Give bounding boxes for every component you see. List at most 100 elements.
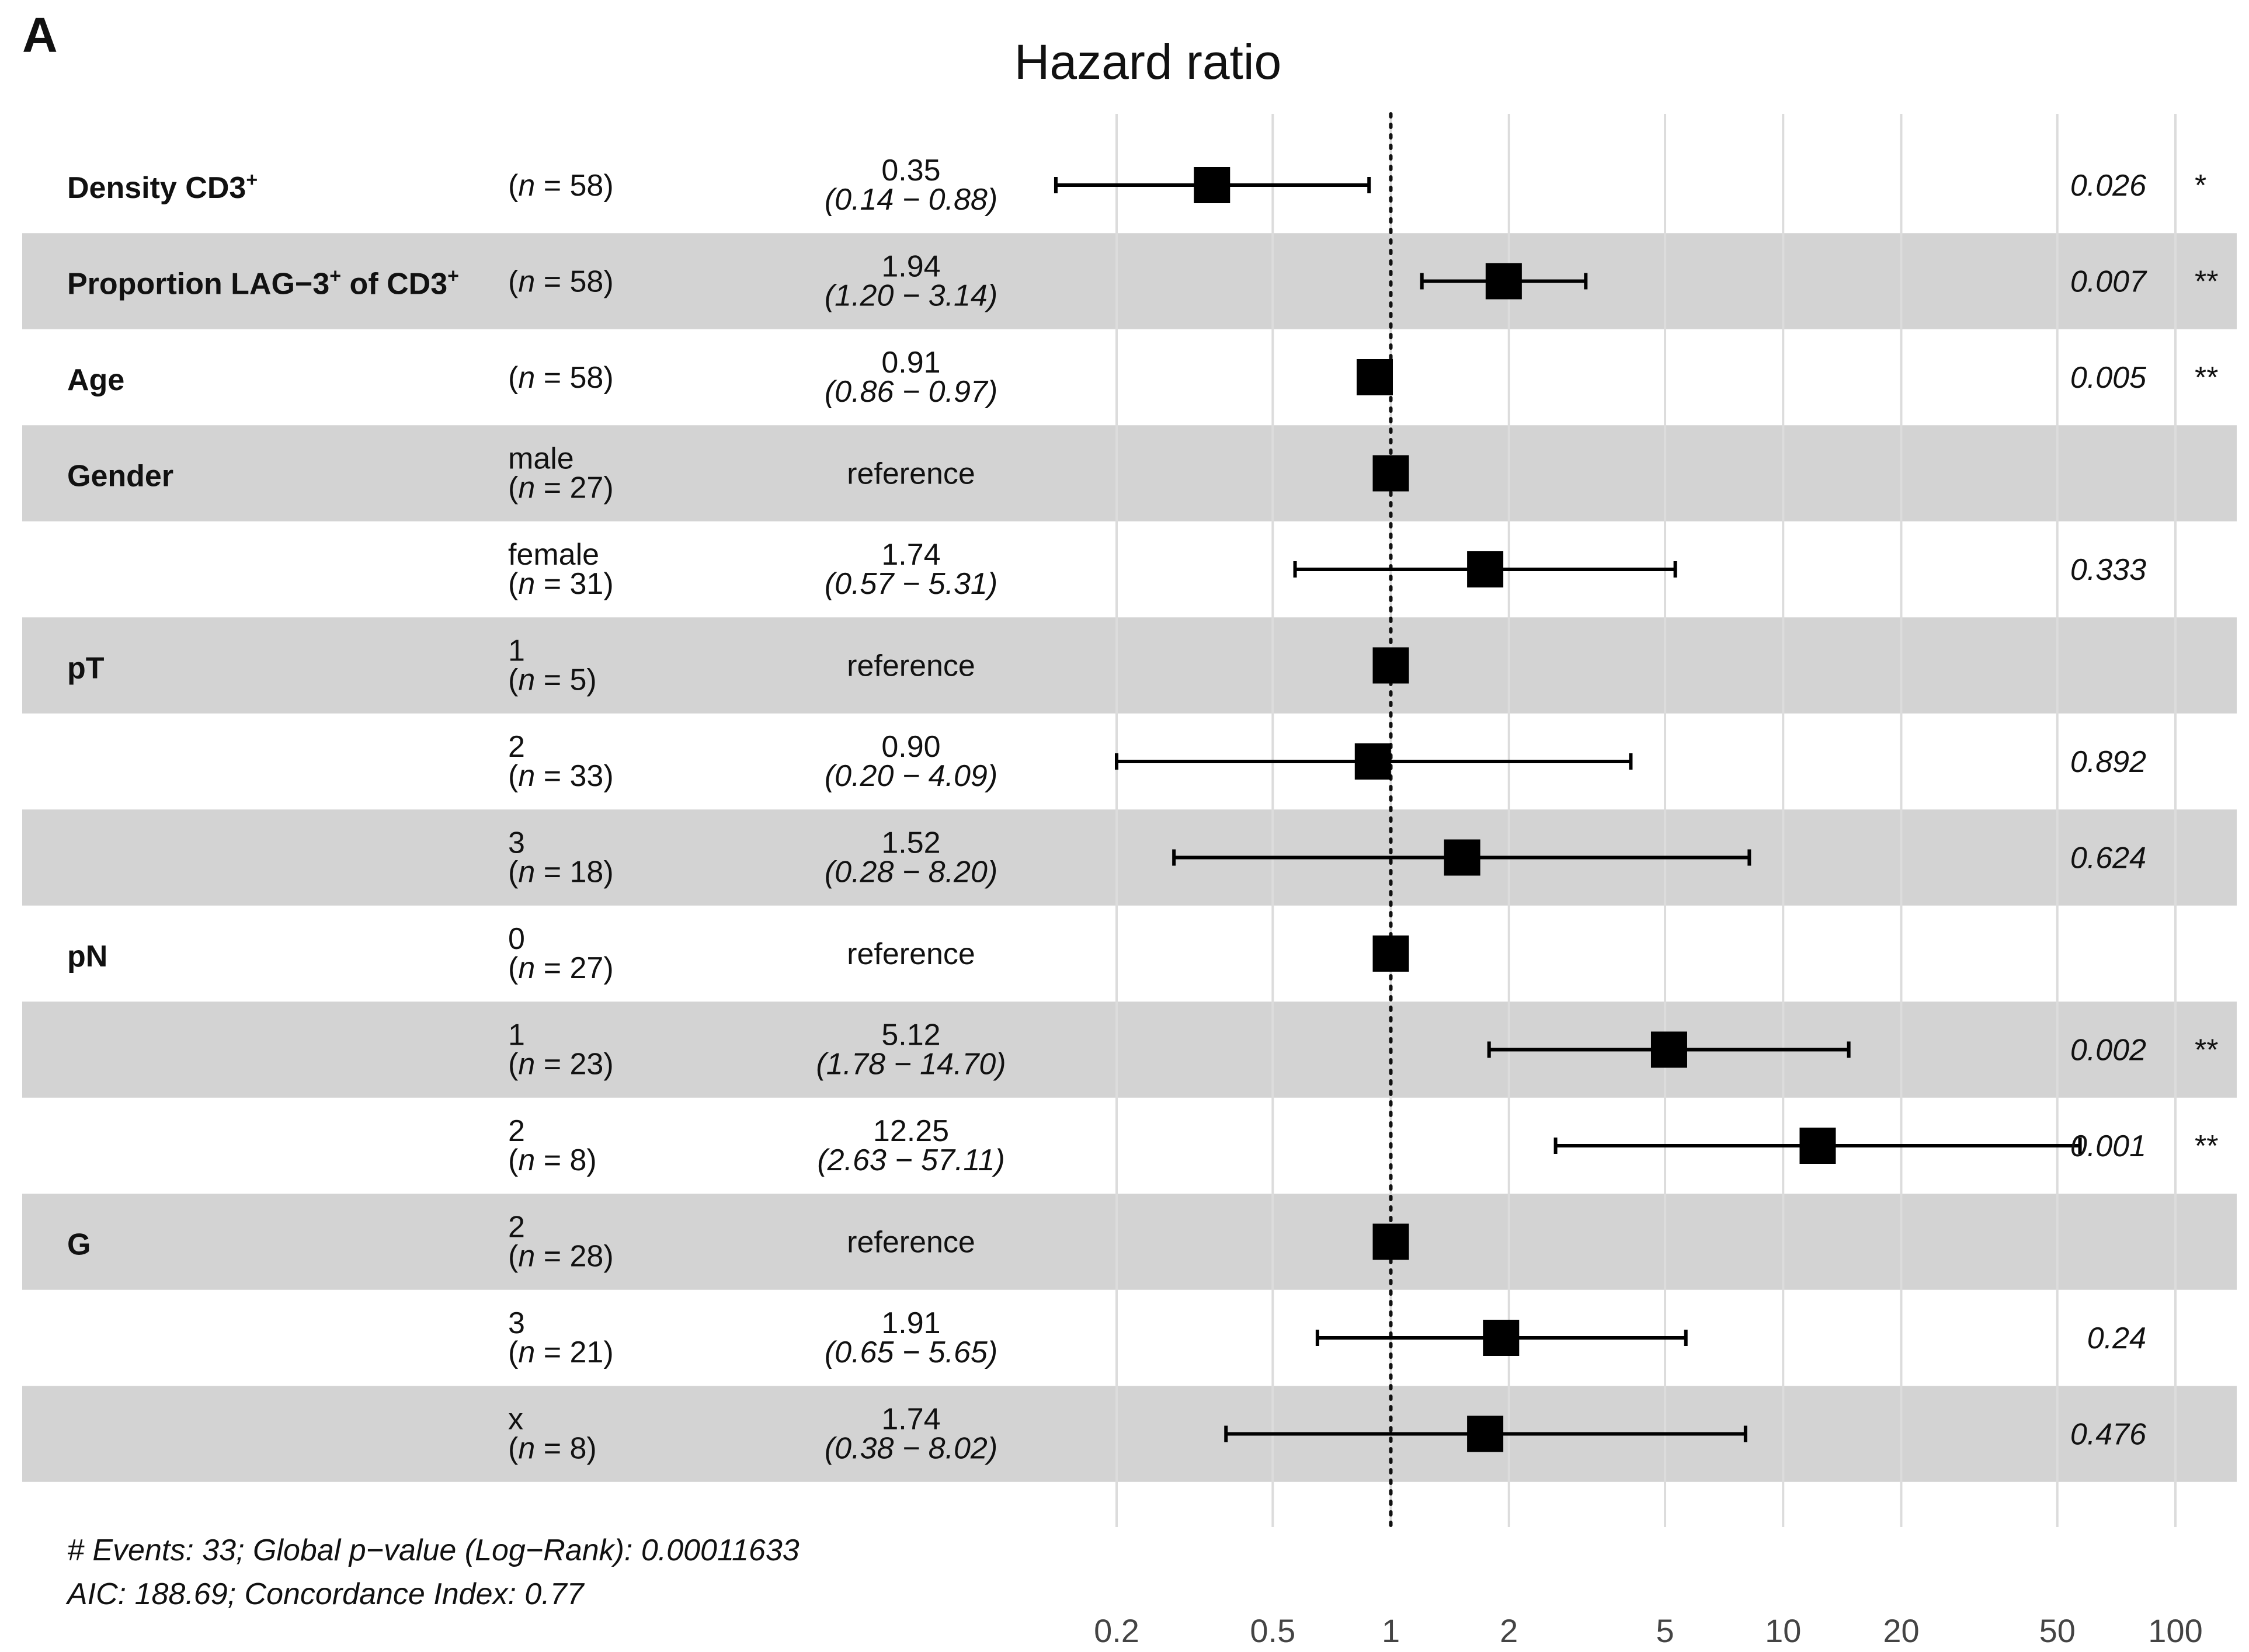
hr-marker <box>1354 743 1391 780</box>
forest-row: G 2(n = 28) reference <box>67 1211 1409 1274</box>
forest-row: Proportion LAG−3+ of CD3+ (n = 58) 1.94(1.… <box>67 250 2218 313</box>
ci-label: (1.20 − 3.14) <box>825 279 997 313</box>
estimate-label: reference <box>847 457 975 491</box>
estimate-label: 5.12 <box>881 1018 940 1052</box>
plot-title: Hazard ratio <box>1014 34 1282 89</box>
n-label: (n = 28) <box>508 1240 614 1274</box>
level-label: 2 <box>508 1114 525 1148</box>
estimate-label: 1.94 <box>881 250 940 284</box>
row-stripe <box>22 1001 2237 1098</box>
forest-row: x(n = 8) 1.74(0.38 − 8.02) 0.476 <box>508 1403 2146 1466</box>
row-stripe <box>22 617 2237 714</box>
hr-marker <box>1372 455 1409 492</box>
variable-label: Gender <box>67 460 173 493</box>
forest-row: 3(n = 18) 1.52(0.28 − 8.20) 0.624 <box>508 826 2146 889</box>
n-label: (n = 21) <box>508 1335 614 1369</box>
forest-row: 2(n = 8) 12.25(2.63 − 57.11) 0.001 ** <box>508 1114 2218 1177</box>
level-label: 3 <box>508 1306 525 1340</box>
ci-label: (0.57 − 5.31) <box>825 567 997 601</box>
p-value: 0.892 <box>2070 745 2146 779</box>
level-label: 2 <box>508 1211 525 1244</box>
ci-label: (2.63 − 57.11) <box>817 1143 1004 1177</box>
p-value: 0.333 <box>2070 553 2146 587</box>
hr-marker <box>1372 1223 1409 1260</box>
significance-stars: ** <box>2195 1129 2218 1163</box>
p-value: 0.001 <box>2070 1129 2146 1163</box>
n-label: (n = 58) <box>508 169 614 203</box>
estimate-label: 0.90 <box>881 730 940 764</box>
level-label: 3 <box>508 826 525 860</box>
variable-label: Proportion LAG−3+ of CD3+ <box>67 265 459 301</box>
ci-label: (0.65 − 5.65) <box>825 1335 997 1369</box>
estimate-label: 1.74 <box>881 538 940 572</box>
hr-marker <box>1650 1031 1687 1068</box>
forest-row: 3(n = 21) 1.91(0.65 − 5.65) 0.24 <box>508 1306 2146 1369</box>
p-value: 0.624 <box>2070 841 2146 875</box>
level-label: male <box>508 442 574 476</box>
significance-stars: ** <box>2195 1034 2218 1067</box>
variable-label: G <box>67 1228 91 1262</box>
level-label: x <box>508 1403 523 1437</box>
x-tick-labels: 0.2 0.5 1 2 5 10 20 50 100 <box>1094 1612 2203 1649</box>
hr-marker <box>1444 839 1480 876</box>
x-tick-label: 0.2 <box>1094 1612 1139 1649</box>
level-label: 1 <box>508 634 525 668</box>
row-stripes <box>22 233 2237 1482</box>
estimate-label: reference <box>847 1226 975 1260</box>
variable-label: pN <box>67 940 107 973</box>
estimate-label: 1.91 <box>881 1306 940 1340</box>
row-stripe <box>22 809 2237 906</box>
x-tick-label: 1 <box>1382 1612 1400 1649</box>
estimate-label: 0.91 <box>881 346 940 380</box>
forest-row: Gender male(n = 27) reference <box>67 442 1409 505</box>
level-label: female <box>508 538 599 572</box>
hr-marker <box>1483 1320 1520 1356</box>
forest-row: Density CD3+ (n = 58) 0.35(0.14 − 0.88) 0.0… <box>67 154 2206 217</box>
estimate-label: 1.52 <box>881 826 940 860</box>
n-label: (n = 58) <box>508 361 614 395</box>
row-stripe <box>22 1386 2237 1482</box>
hr-marker <box>1194 167 1230 203</box>
estimate-label: 12.25 <box>873 1114 949 1148</box>
n-label: (n = 33) <box>508 759 614 793</box>
x-tick-label: 20 <box>1883 1612 1919 1649</box>
x-tick-label: 0.5 <box>1250 1612 1295 1649</box>
ci-label: (0.28 − 8.20) <box>825 855 997 889</box>
ci-label: (0.86 − 0.97) <box>825 375 997 409</box>
variable-label: Age <box>67 363 124 397</box>
row-marks: Density CD3+ (n = 58) 0.35(0.14 − 0.88) 0.0… <box>67 154 2218 1466</box>
n-label: (n = 31) <box>508 567 614 601</box>
forest-row: Age (n = 58) 0.91(0.86 − 0.97) 0.005 ** <box>67 346 2218 409</box>
p-value: 0.005 <box>2070 361 2147 395</box>
variable-label: pT <box>67 652 105 686</box>
footer-events: # Events: 33; Global p−value (Log−Rank):… <box>67 1533 800 1567</box>
n-label: (n = 8) <box>508 1432 597 1466</box>
n-label: (n = 27) <box>508 951 614 985</box>
ci-label: (0.20 − 4.09) <box>825 759 997 793</box>
x-tick-label: 2 <box>1500 1612 1518 1649</box>
ci-label: (1.78 − 14.70) <box>816 1048 1006 1081</box>
hr-marker <box>1357 359 1393 395</box>
forest-row: pT 1(n = 5) reference <box>67 634 1409 697</box>
level-label: 0 <box>508 922 525 956</box>
x-tick-label: 100 <box>2148 1612 2202 1649</box>
level-label: 1 <box>508 1018 525 1052</box>
panel-label: A <box>22 8 58 62</box>
n-label: (n = 27) <box>508 471 614 505</box>
footer-aic: AIC: 188.69; Concordance Index: 0.77 <box>67 1577 584 1611</box>
estimate-label: 0.35 <box>881 154 940 187</box>
p-value: 0.007 <box>2070 265 2147 299</box>
level-label: 2 <box>508 730 525 764</box>
variable-label: Density CD3+ <box>67 169 258 205</box>
significance-stars: ** <box>2195 265 2218 299</box>
significance-stars: ** <box>2195 361 2218 395</box>
n-label: (n = 5) <box>508 663 597 697</box>
row-stripe <box>22 1194 2237 1290</box>
row-stripe <box>22 425 2237 521</box>
estimate-label: reference <box>847 937 975 971</box>
n-label: (n = 58) <box>508 265 614 299</box>
significance-stars: * <box>2195 169 2206 203</box>
x-tick-label: 10 <box>1765 1612 1801 1649</box>
p-value: 0.24 <box>2087 1321 2146 1355</box>
